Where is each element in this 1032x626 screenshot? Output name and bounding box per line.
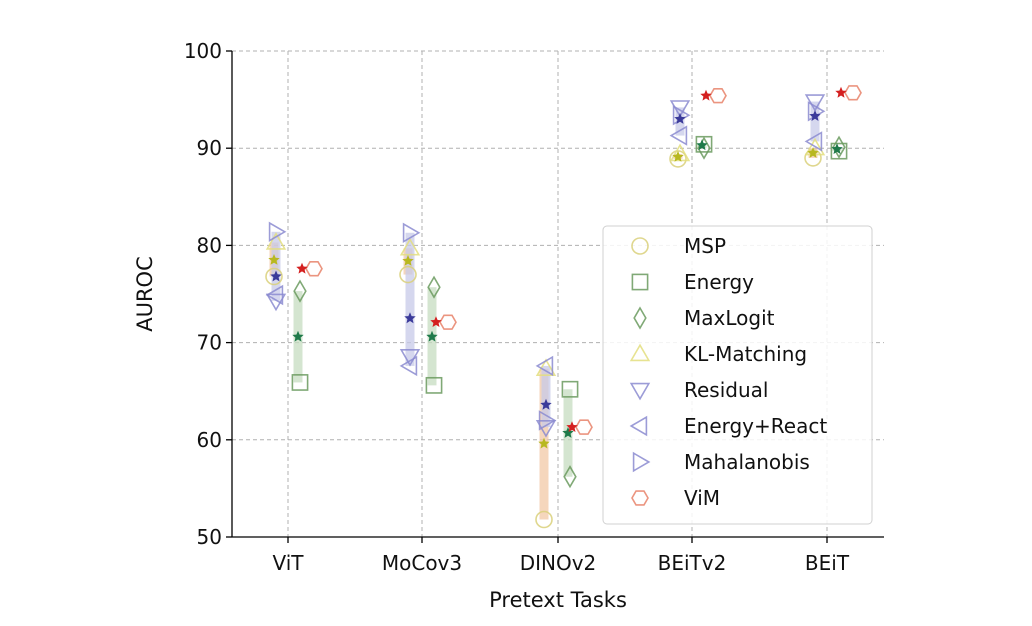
- mean-star-energy-type-mean-vit: [292, 330, 304, 342]
- mean-star-baseline-mean-beit: [807, 147, 819, 158]
- legend-marker-energy: [631, 273, 649, 291]
- legend-marker-maxlogit: [633, 306, 647, 330]
- y-tick-label: 70: [197, 331, 222, 355]
- marker-msp-beitv2: [669, 150, 687, 168]
- marker-kl-matching-mocov3: [399, 237, 421, 256]
- mean-star-feature-based-mean-mocov3: [404, 312, 416, 324]
- mean-star-vim-beit: [835, 86, 847, 98]
- legend-label-vim: ViM: [684, 486, 720, 510]
- mean-stars: [268, 86, 847, 449]
- marker-kl-matching-vit: [265, 232, 287, 250]
- marker-residual-beit: [804, 94, 826, 112]
- marker-energy-vit: [291, 374, 309, 391]
- marker-vim-mocov3: [439, 314, 457, 330]
- y-tick-label: 60: [197, 428, 222, 452]
- legend-marker-residual: [629, 382, 651, 401]
- marker-msp-vit: [265, 267, 283, 286]
- range-bar-vit: [271, 231, 281, 301]
- mean-star-vim-beitv2: [700, 89, 712, 101]
- x-tick-label-mocov3: MoCov3: [382, 551, 462, 575]
- marker-energy-react-beitv2: [669, 125, 688, 146]
- x-tick-label-beitv2: BEiTv2: [658, 551, 727, 575]
- marker-maxlogit-dinov2: [563, 465, 577, 489]
- grid: [232, 50, 884, 538]
- x-tick-label-dinov2: DINOv2: [520, 551, 597, 575]
- legend-label-energy-react: Energy+React: [684, 414, 827, 438]
- data-markers: [265, 85, 862, 529]
- mean-star-energy-type-mean-beit: [831, 143, 843, 154]
- range-bar-beit: [810, 101, 820, 142]
- range-bar-mocov3: [405, 232, 415, 366]
- mean-star-energy-type-mean-beitv2: [696, 139, 708, 151]
- mean-star-baseline-mean-beitv2: [672, 150, 684, 162]
- legend-label-energy: Energy: [684, 270, 754, 294]
- legend-marker-kl-matching: [629, 343, 651, 362]
- mean-star-vim-dinov2: [566, 421, 578, 432]
- marker-energy-dinov2: [561, 380, 579, 398]
- marker-maxlogit-vit: [293, 279, 307, 303]
- marker-mahalanobis-vit: [268, 221, 287, 242]
- x-tick-label-beit: BEiT: [805, 551, 850, 575]
- legend-label-msp: MSP: [684, 234, 726, 258]
- mean-star-feature-based-mean-vit: [270, 270, 282, 282]
- x-tick-label-vit: ViT: [272, 551, 304, 575]
- marker-vim-dinov2: [575, 419, 593, 435]
- y-tick-label: 80: [197, 233, 222, 257]
- mean-star-feature-based-mean-beitv2: [674, 113, 686, 124]
- y-tick-label: 90: [197, 136, 222, 160]
- mean-star-feature-based-mean-beit: [809, 110, 821, 121]
- axes: 50 60 70 80 90 100 ViT MoCov3 DINOv2 BEiTv2 BEiT: [184, 39, 884, 575]
- mean-star-vim-vit: [296, 262, 308, 274]
- marker-vim-beit: [844, 85, 862, 101]
- legend-label-kl-matching: KL-Matching: [684, 342, 807, 366]
- legend-frame: [602, 225, 873, 525]
- legend-label-mahalanobis: Mahalanobis: [684, 450, 810, 474]
- range-bar-dinov2: [541, 365, 551, 428]
- mean-star-energy-type-mean-mocov3: [426, 330, 438, 342]
- legend-label-maxlogit: MaxLogit: [684, 306, 775, 330]
- mean-star-baseline-mean-vit: [268, 254, 280, 265]
- mean-star-feature-based-mean-dinov2: [540, 398, 552, 410]
- y-tick-label: 100: [184, 39, 222, 63]
- mean-star-baseline-mean-dinov2: [538, 437, 550, 449]
- legend-marker-energy-react: [629, 415, 648, 437]
- marker-energy-react-dinov2: [535, 355, 554, 377]
- marker-energy-mocov3: [425, 376, 443, 394]
- legend-marker-mahalanobis: [632, 451, 651, 473]
- marker-mahalanobis-dinov2: [538, 410, 557, 431]
- legend: MSP Energy MaxLogit KL-Matching Residual Ener…: [602, 225, 873, 525]
- marker-energy-react-vit: [265, 284, 284, 306]
- mean-star-vim-mocov3: [430, 316, 442, 327]
- legend-marker-vim: [631, 490, 649, 506]
- y-axis-label: AUROC: [133, 256, 157, 332]
- marker-vim-vit: [305, 260, 323, 277]
- y-tick-label: 50: [197, 525, 222, 549]
- marker-vim-beitv2: [709, 88, 727, 104]
- marker-mahalanobis-mocov3: [402, 222, 421, 243]
- legend-marker-msp: [631, 237, 649, 255]
- legend-label-residual: Residual: [684, 378, 768, 402]
- mean-star-energy-type-mean-dinov2: [562, 427, 574, 438]
- marker-energy-react-beit: [804, 131, 823, 152]
- marker-msp-dinov2: [535, 510, 553, 529]
- mean-star-baseline-mean-mocov3: [402, 255, 414, 266]
- marker-energy-react-mocov3: [399, 355, 418, 377]
- marker-residual-beitv2: [669, 100, 691, 118]
- marker-maxlogit-beit: [832, 135, 846, 159]
- x-axis-label: Pretext Tasks: [489, 588, 627, 612]
- marker-msp-mocov3: [399, 265, 417, 284]
- marker-maxlogit-mocov3: [427, 275, 441, 299]
